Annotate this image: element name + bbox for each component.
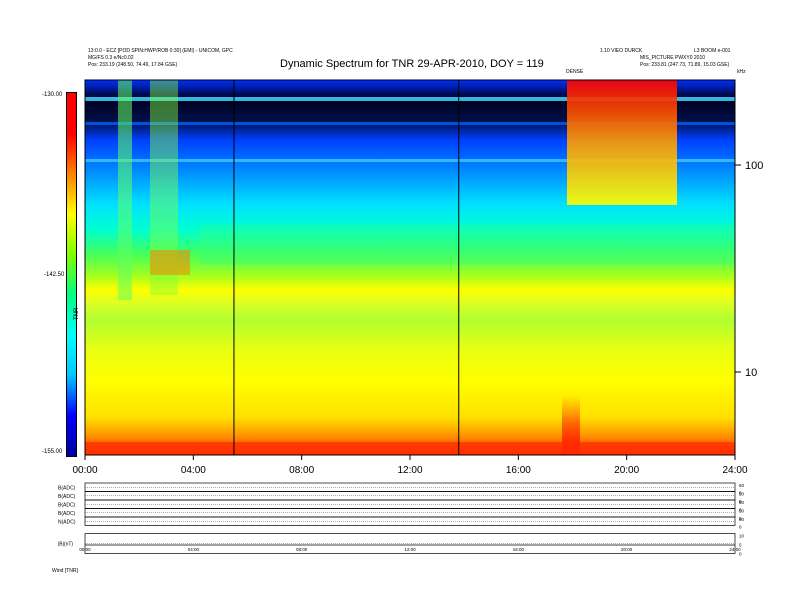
panel-right-tick: 10 <box>739 534 745 539</box>
panel-label: B(ADC) <box>58 502 76 508</box>
burst-region <box>567 80 677 205</box>
colorbar-tick-top: -130.00 <box>42 92 63 98</box>
bottom-axis: 00:00 04:00 08:00 12:00 16:00 20:00 24:00 <box>79 544 741 552</box>
x-tick-label: 20:00 <box>614 465 639 476</box>
header-right-line-1: 1.10 VIEO DURCK <box>600 48 643 54</box>
panel-right-tick: 0 <box>739 552 742 557</box>
band-line <box>85 97 735 101</box>
spectrogram-plot <box>84 79 736 456</box>
panel-label: B(ADC) <box>58 494 76 500</box>
x-tick-label: 04:00 <box>181 465 206 476</box>
panel-label: N(ADC) <box>58 519 76 525</box>
header-left-line-3: Pos: 233.19 (248.50, 74.49, 17.84 GSE) <box>88 62 178 68</box>
burst-lower-spike <box>562 395 580 455</box>
panel-right-tick: 0 <box>739 508 742 513</box>
band-line <box>85 122 735 125</box>
panel-right-tick: 50 <box>739 509 745 514</box>
x-tick-label: 12:00 <box>397 465 422 476</box>
panel-right-tick: 50 <box>739 483 745 488</box>
panel-right-tick: 0 <box>739 516 742 521</box>
bottom-axis-label: 16:00 <box>513 547 525 552</box>
panel-right-tick: 0 <box>739 525 742 530</box>
x-tick-label: 00:00 <box>72 465 97 476</box>
right-axis: 100 10 <box>735 160 763 379</box>
band-line <box>85 159 735 162</box>
x-tick-label: 08:00 <box>289 465 314 476</box>
early-burst <box>118 80 132 300</box>
mid-band <box>200 225 735 265</box>
header-far-right: L3 BOOM e-001 <box>694 48 731 54</box>
bottom-caption: Wind [TNR] <box>52 568 78 574</box>
panel-label: B(ADC) <box>58 511 76 517</box>
panel-label: |B|(nT) <box>58 542 73 548</box>
bottom-axis-label: 00:00 <box>79 547 91 552</box>
colorbar <box>66 92 77 457</box>
early-burst-hot <box>150 250 190 275</box>
panel-label: B(ADC) <box>58 485 76 491</box>
colorbar-tick-mid: -142.50 <box>44 272 65 278</box>
colorbar-tick-bottom: -155.00 <box>42 449 63 455</box>
bottom-axis-label: 20:00 <box>621 547 633 552</box>
right-top-label: kHz <box>737 69 746 75</box>
header-left-line-2: MG/FS 0.3 e/Nc0.02 <box>88 55 134 61</box>
bottom-axis-label: 12:00 <box>404 547 416 552</box>
panel-right-tick: 50 <box>739 500 745 505</box>
panel-right-tick: 0 <box>739 499 742 504</box>
chart-title: Dynamic Spectrum for TNR 29-APR-2010, DO… <box>280 58 544 70</box>
red-bottom-band <box>85 442 735 455</box>
x-axis-ticks: 00:00 04:00 08:00 12:00 16:00 20:00 24:00 <box>72 455 748 476</box>
x-tick-label: 16:00 <box>506 465 531 476</box>
vertical-markers <box>233 80 460 455</box>
marker-text: DENSE <box>566 69 584 75</box>
panel-right-tick: 5 <box>739 543 742 548</box>
panel-right-tick: 50 <box>739 492 745 497</box>
bottom-axis-label: 04:00 <box>188 547 200 552</box>
right-tick-label-10: 10 <box>745 367 757 379</box>
header-left-line-1: 13:0.0 - ECZ [POD SPIN:HWP/ROB 0:30] (EM… <box>88 48 233 54</box>
bottom-axis-label: 24:00 <box>729 547 741 552</box>
header-right-line-2: MIS_PICTURE PWXY0 2010 <box>640 55 706 61</box>
bottom-axis-label: 08:00 <box>296 547 308 552</box>
right-tick-label-100: 100 <box>745 160 763 172</box>
panel-right-tick: 50 <box>739 517 745 522</box>
header-right-line-3: Pos: 233.81 (247.73, 71.89, 15.03 GSE) <box>640 62 730 68</box>
panel-right-tick: 0 <box>739 491 742 496</box>
x-tick-label: 24:00 <box>722 465 747 476</box>
